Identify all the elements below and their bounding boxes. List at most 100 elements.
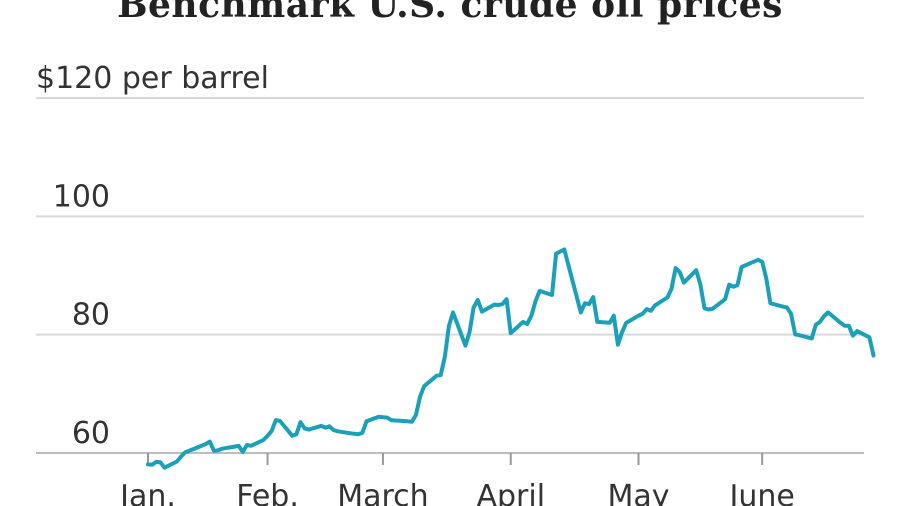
data-point-24 [278,419,282,423]
data-point-84 [641,312,645,316]
data-point-95 [703,306,706,310]
data-point-15 [233,445,237,449]
x-axis-ticks: Jan. Feb. March April May June [118,453,795,506]
data-point-114 [818,320,822,324]
data-point-41 [385,416,389,420]
data-point-55 [468,330,471,334]
data-point-78 [608,321,612,325]
data-point-5 [175,460,179,463]
data-point-82 [624,321,628,325]
data-point-101 [736,283,739,287]
data-point-30 [319,424,323,428]
data-point-119 [847,324,851,328]
data-point-19 [249,444,253,448]
data-point-45 [410,420,414,424]
data-point-53 [451,310,455,314]
data-point-6 [179,455,183,459]
data-point-42 [389,418,393,422]
data-point-103 [756,258,760,262]
data-point-21 [266,434,269,438]
data-point-122 [867,335,871,339]
data-point-65 [525,322,529,326]
data-point-7 [183,450,187,454]
data-point-77 [595,320,599,324]
data-point-51 [443,355,447,359]
data-point-9 [191,447,195,451]
data-point-33 [332,428,335,432]
series-line-0 [146,247,876,470]
data-point-75 [587,302,591,306]
data-point-66 [529,314,533,318]
data-point-99 [727,283,731,287]
y-tick-label-100: 100 [53,179,110,214]
data-point-68 [538,289,542,293]
x-tick-label-feb: Feb. [236,479,299,506]
data-point-52 [447,324,451,328]
data-point-89 [670,287,673,291]
data-point-57 [476,298,480,302]
data-point-1 [150,463,154,467]
data-point-90 [674,266,678,270]
gridlines [36,97,864,454]
data-point-26 [294,432,298,436]
data-point-11 [208,440,212,444]
data-point-85 [645,307,649,311]
data-point-107 [781,305,785,309]
data-point-88 [665,296,669,299]
data-point-22 [270,429,274,433]
data-point-31 [323,426,327,430]
data-point-100 [731,285,735,289]
data-point-40 [381,415,385,419]
x-tick-label-june: June [728,479,795,506]
data-point-123 [872,354,875,357]
data-point-59 [492,303,496,307]
price-series [146,247,876,470]
data-point-32 [327,424,331,428]
data-point-97 [711,307,715,311]
data-point-92 [682,281,686,285]
data-point-4 [163,466,166,470]
data-point-10 [204,442,208,446]
data-point-98 [723,297,727,301]
data-point-37 [360,431,364,435]
data-point-60 [496,303,500,307]
y-axis-label: $120 per barrel [36,61,269,96]
data-point-12 [212,449,216,453]
data-point-20 [261,438,265,442]
data-point-118 [843,324,847,328]
data-point-72 [562,248,566,251]
chart-title: Benchmark U.S. crude oil prices [117,0,783,26]
data-point-36 [356,432,360,436]
data-point-79 [612,314,616,318]
data-point-113 [814,323,818,327]
data-point-67 [534,299,537,303]
data-point-50 [439,373,443,377]
y-tick-label-80: 80 [72,298,110,333]
data-point-47 [418,395,422,398]
data-point-64 [521,320,525,324]
data-point-108 [785,306,789,309]
x-tick-label-april: April [476,479,545,506]
data-point-38 [365,419,368,423]
data-point-116 [826,310,830,314]
data-point-96 [707,308,711,311]
data-point-91 [678,270,682,274]
data-point-86 [649,309,653,313]
data-point-54 [463,344,467,348]
data-point-25 [290,434,294,438]
data-point-117 [839,321,842,325]
y-tick-label-60: 60 [72,416,110,451]
data-point-14 [220,447,224,451]
data-point-8 [187,449,191,453]
data-point-74 [583,301,587,305]
data-point-76 [591,295,595,299]
data-point-34 [336,429,340,433]
data-point-73 [579,310,583,314]
data-point-112 [810,337,814,340]
data-point-61 [501,302,504,306]
data-point-102 [740,265,744,269]
data-point-120 [851,334,855,338]
data-point-17 [241,450,245,454]
data-point-3 [158,460,162,464]
data-point-56 [472,306,476,309]
